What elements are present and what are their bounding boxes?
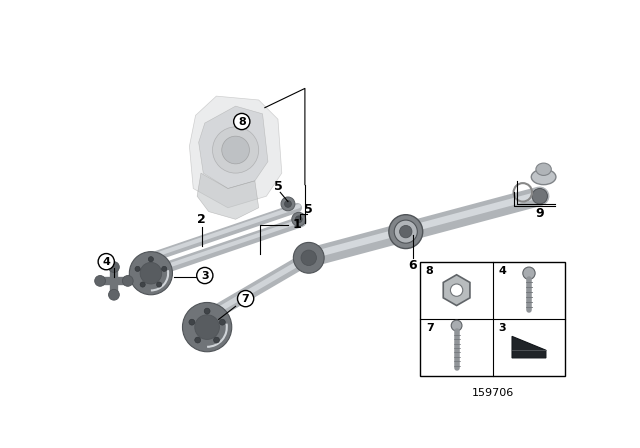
Circle shape: [95, 276, 106, 286]
Circle shape: [135, 266, 140, 271]
Circle shape: [195, 337, 201, 343]
Circle shape: [140, 282, 145, 287]
Circle shape: [148, 257, 154, 262]
Circle shape: [295, 216, 302, 223]
Circle shape: [301, 250, 316, 266]
Text: 2: 2: [197, 213, 206, 226]
Polygon shape: [444, 275, 470, 306]
Polygon shape: [198, 106, 268, 189]
Circle shape: [140, 263, 162, 284]
Text: 3: 3: [498, 323, 506, 333]
Bar: [420, 262, 565, 375]
Text: 1: 1: [293, 218, 301, 231]
Circle shape: [195, 315, 220, 340]
Circle shape: [220, 319, 225, 325]
Circle shape: [389, 215, 422, 249]
Circle shape: [162, 266, 167, 271]
Text: 7: 7: [426, 323, 433, 333]
Circle shape: [292, 212, 306, 226]
Text: 5: 5: [273, 180, 282, 193]
Circle shape: [204, 308, 210, 314]
Circle shape: [394, 220, 417, 243]
Circle shape: [157, 282, 162, 287]
Text: 7: 7: [242, 293, 250, 304]
Circle shape: [451, 320, 462, 331]
Circle shape: [129, 252, 172, 295]
Text: 6: 6: [408, 259, 417, 272]
Circle shape: [189, 319, 195, 325]
Polygon shape: [512, 336, 546, 358]
Ellipse shape: [536, 163, 551, 176]
Circle shape: [109, 289, 119, 300]
Circle shape: [122, 276, 133, 286]
Text: 5: 5: [305, 203, 313, 216]
Ellipse shape: [531, 169, 556, 185]
Text: 4: 4: [498, 266, 506, 276]
Circle shape: [109, 262, 119, 272]
Text: 8: 8: [238, 116, 246, 126]
Text: 3: 3: [201, 271, 209, 280]
Circle shape: [451, 284, 463, 296]
Circle shape: [212, 127, 259, 173]
Circle shape: [532, 189, 547, 204]
Circle shape: [523, 267, 535, 280]
Circle shape: [399, 225, 412, 238]
Circle shape: [221, 136, 250, 164]
Circle shape: [285, 200, 291, 207]
Text: 9: 9: [536, 207, 544, 220]
Polygon shape: [189, 96, 282, 208]
Circle shape: [214, 337, 220, 343]
Polygon shape: [197, 173, 259, 220]
Circle shape: [281, 197, 295, 211]
Circle shape: [293, 242, 324, 273]
Circle shape: [182, 302, 232, 352]
Text: 159706: 159706: [472, 388, 514, 398]
Text: 4: 4: [102, 257, 110, 267]
Text: 8: 8: [426, 266, 433, 276]
